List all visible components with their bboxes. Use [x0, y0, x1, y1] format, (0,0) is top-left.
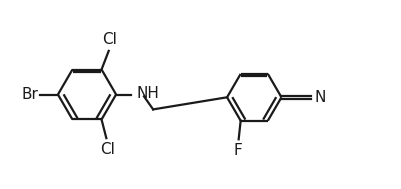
Text: Br: Br	[22, 87, 39, 102]
Text: N: N	[314, 90, 326, 105]
Text: Cl: Cl	[100, 142, 115, 157]
Text: F: F	[233, 143, 242, 158]
Text: NH: NH	[136, 86, 159, 101]
Text: Cl: Cl	[102, 32, 117, 47]
